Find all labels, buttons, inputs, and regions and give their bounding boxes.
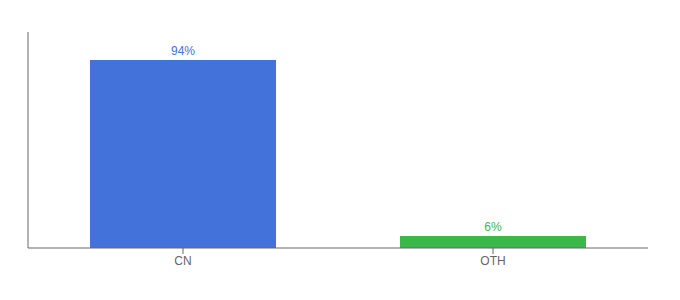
svg-text:94%: 94%: [171, 44, 195, 58]
svg-text:OTH: OTH: [480, 254, 505, 268]
svg-text:CN: CN: [174, 254, 191, 268]
svg-text:6%: 6%: [484, 220, 502, 234]
